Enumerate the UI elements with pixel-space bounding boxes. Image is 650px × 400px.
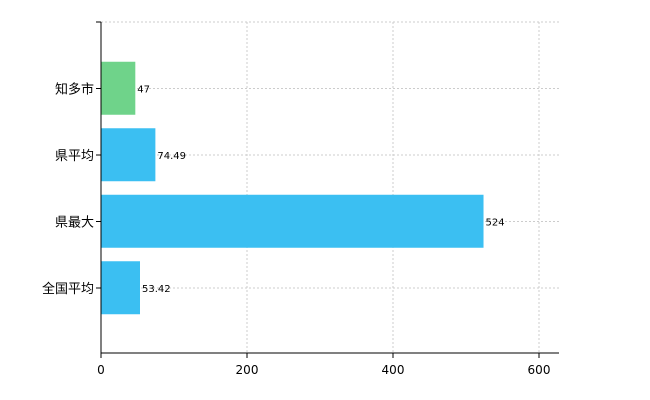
data-label: 47 bbox=[137, 84, 150, 95]
axes bbox=[96, 21, 559, 358]
x-tick-label: 600 bbox=[528, 363, 551, 377]
y-tick-label: 知多市 bbox=[55, 81, 94, 97]
labels: 47 知多市 74.49 県平均 524 県最大 53.42 全国平均 0 200 400 600 bbox=[42, 81, 550, 377]
data-label: 53.42 bbox=[142, 284, 171, 295]
bar bbox=[101, 194, 484, 248]
bar bbox=[101, 61, 136, 115]
x-tick-label: 400 bbox=[382, 363, 405, 377]
bar bbox=[101, 128, 156, 182]
data-label: 74.49 bbox=[157, 151, 186, 162]
x-tick-label: 0 bbox=[97, 363, 105, 377]
y-tick-label: 県平均 bbox=[55, 149, 94, 164]
data-label: 524 bbox=[486, 217, 505, 228]
grid bbox=[101, 21, 559, 353]
bars bbox=[101, 61, 484, 315]
y-tick-label: 県最大 bbox=[55, 215, 94, 230]
y-tick-label: 全国平均 bbox=[42, 281, 94, 297]
bar bbox=[101, 261, 140, 315]
x-tick-label: 200 bbox=[236, 363, 259, 377]
